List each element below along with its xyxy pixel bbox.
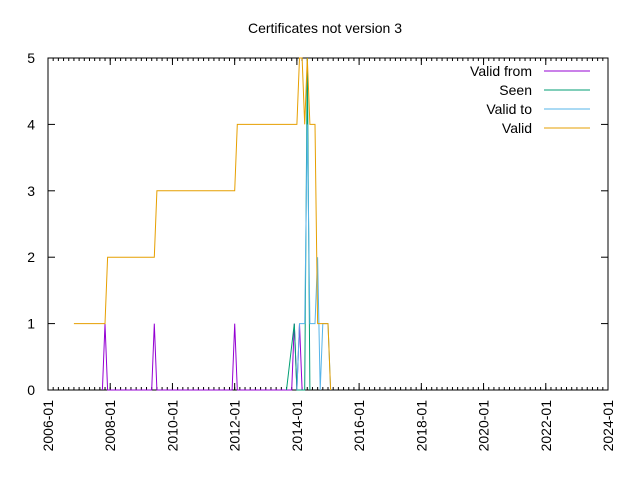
legend-label-valid-from: Valid from	[470, 63, 532, 79]
legend-label-valid-to: Valid to	[486, 101, 532, 117]
axes: 2006-01 2008-01 2010-01 2012-01 2014-01 2016-…	[27, 50, 616, 451]
series-line-valid	[73, 57, 332, 391]
x-tick-label: 2018-01	[413, 400, 429, 452]
x-tick-label: 2006-01	[40, 400, 56, 452]
y-tick-label: 2	[27, 249, 35, 265]
x-tick-label: 2024-01	[600, 400, 616, 452]
x-tick-label: 2014-01	[289, 400, 305, 452]
y-tick-label: 1	[27, 316, 35, 332]
series-layer	[73, 57, 332, 391]
legend-label-seen: Seen	[499, 82, 532, 98]
x-tick-label: 2016-01	[351, 400, 367, 452]
x-tick-label: 2022-01	[538, 400, 554, 452]
series-line-valid-to	[296, 124, 332, 391]
legend-label-valid: Valid	[502, 120, 532, 136]
series-line-valid-from	[101, 323, 303, 391]
series-line-seen	[286, 57, 311, 391]
x-tick-label: 2008-01	[102, 400, 118, 452]
y-tick-label: 0	[27, 382, 35, 398]
y-tick-label: 5	[27, 50, 35, 66]
legend: Valid from Seen Valid to Valid	[470, 63, 590, 136]
chart-title: Certificates not version 3	[248, 20, 402, 36]
x-tick-label: 2012-01	[227, 400, 243, 452]
x-tick-label: 2010-01	[164, 400, 180, 452]
x-tick-label: 2020-01	[476, 400, 492, 452]
y-tick-label: 4	[27, 116, 35, 132]
y-tick-label: 3	[27, 183, 35, 199]
